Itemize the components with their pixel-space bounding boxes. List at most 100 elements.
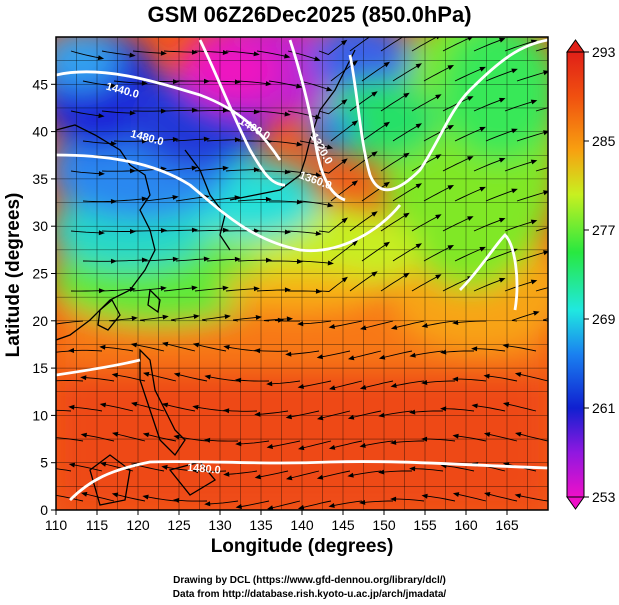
streamline-arrow [435, 154, 442, 160]
streamline [274, 319, 301, 322]
streamline [113, 80, 144, 84]
x-tick-label: 125 [167, 517, 191, 533]
streamline [332, 500, 363, 507]
streamline [542, 318, 548, 322]
streamline-arrow [141, 80, 148, 86]
streamline-arrow [111, 258, 117, 264]
streamline [318, 219, 345, 233]
streamline [394, 440, 424, 444]
streamline [535, 287, 548, 292]
streamline [456, 435, 487, 442]
streamline-arrow [49, 435, 55, 440]
streamline-arrow [235, 377, 242, 383]
streamline-arrow [267, 505, 274, 510]
streamline [361, 243, 387, 262]
streamline [258, 410, 289, 415]
streamline [381, 470, 412, 473]
streamline-arrow [314, 56, 321, 62]
streamline [101, 110, 132, 114]
streamline-arrow [421, 493, 428, 499]
streamline-arrow [421, 436, 428, 442]
streamline-arrow [204, 437, 211, 443]
streamline-arrow [204, 374, 211, 380]
streamline [413, 350, 444, 356]
streamline-arrow [447, 125, 454, 130]
streamline-arrow [452, 492, 460, 497]
streamline [504, 40, 534, 52]
streamline-arrow [378, 469, 385, 475]
streamline-arrow [378, 354, 386, 360]
streamline [56, 350, 72, 353]
streamline [425, 380, 455, 384]
streamline-arrow [80, 432, 87, 438]
streamline [71, 349, 103, 352]
streamline-arrow [359, 499, 366, 505]
streamline-arrow [467, 37, 473, 41]
streamline-arrow [100, 461, 107, 467]
colorbar-tick-label: 253 [592, 489, 616, 505]
streamline [270, 500, 301, 509]
streamline [349, 273, 375, 292]
streamline [363, 440, 394, 447]
streamline [132, 50, 163, 54]
streamline-arrow [141, 138, 148, 144]
streamline [444, 465, 475, 472]
streamline-arrow [173, 79, 179, 85]
streamline-arrow [204, 501, 211, 507]
streamline [175, 196, 206, 202]
streamline-arrow [143, 371, 150, 377]
streamline [101, 288, 132, 292]
streamline [113, 259, 145, 262]
streamline-arrow [514, 372, 522, 377]
streamline-arrow [223, 107, 229, 113]
streamline [70, 50, 101, 59]
streamline-arrow [266, 444, 273, 449]
streamline-arrow [347, 414, 355, 420]
streamline-arrow [160, 50, 167, 56]
streamline-arrow [255, 315, 262, 320]
colorbar-ramp [566, 51, 585, 498]
streamline-arrow [81, 491, 88, 497]
streamline [233, 316, 258, 322]
streamline-arrow [162, 314, 169, 320]
colorbar-tick-label: 293 [592, 44, 616, 60]
streamline [206, 139, 238, 142]
streamline [487, 433, 518, 442]
streamline-arrow [222, 227, 229, 233]
streamline-arrow [129, 52, 136, 58]
streamline [175, 138, 206, 142]
streamline [103, 463, 134, 472]
streamline-arrow [341, 158, 348, 164]
streamline [163, 109, 195, 112]
streamline-arrow [193, 314, 200, 319]
y-tick-label: 45 [32, 76, 48, 92]
streamline-arrow [284, 53, 291, 59]
streamline-arrow [192, 342, 200, 348]
streamline-arrow [98, 113, 105, 119]
streamline [394, 498, 425, 502]
streamline-arrow [161, 108, 167, 114]
streamline [206, 258, 237, 262]
streamline-arrow [49, 378, 55, 383]
streamline [535, 227, 548, 232]
streamline-arrow [415, 183, 422, 189]
streamline-arrow [254, 228, 260, 234]
streamline [485, 249, 515, 262]
x-tick-label: 160 [454, 517, 478, 533]
y-tick-label: 25 [32, 266, 48, 282]
streamline [194, 287, 225, 292]
streamline-arrow [530, 99, 538, 105]
colorbar-bottom-arrow [566, 496, 585, 510]
streamline [237, 140, 269, 143]
streamline [133, 230, 164, 232]
streamline [330, 182, 356, 202]
streamline [473, 159, 502, 172]
streamline [485, 189, 515, 202]
streamline-arrow [351, 180, 358, 186]
streamline [332, 320, 363, 328]
streamline-arrow [530, 159, 538, 165]
streamline-arrow [284, 111, 291, 117]
streamline [268, 80, 299, 87]
streamline [330, 242, 356, 262]
